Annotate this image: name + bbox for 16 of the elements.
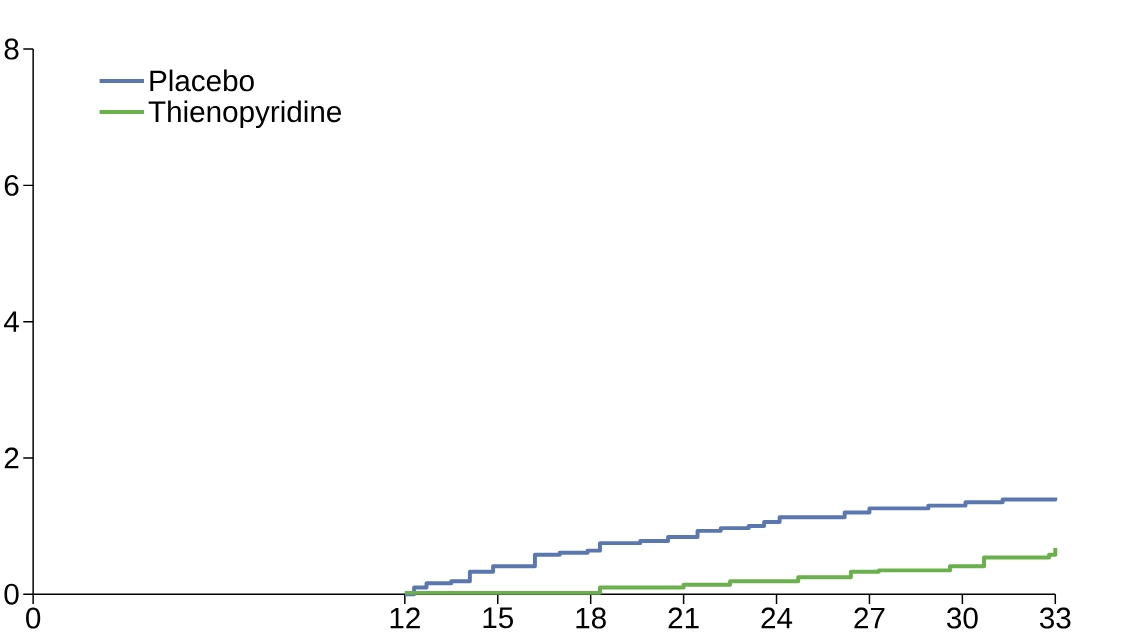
x-tick-label: 33 bbox=[1039, 607, 1071, 629]
x-tick-label: 24 bbox=[761, 607, 793, 629]
x-tick-label: 12 bbox=[390, 607, 420, 629]
x-tick-label: 21 bbox=[668, 607, 699, 629]
x-tick-label: 0 bbox=[26, 607, 41, 629]
x-tick-label: 30 bbox=[947, 607, 978, 629]
y-tick-label: 6 bbox=[4, 174, 19, 196]
y-tick-label: 4 bbox=[3, 311, 19, 332]
y-tick-label: 8 bbox=[4, 38, 19, 60]
y-tick-label: 2 bbox=[4, 447, 19, 469]
x-tick-label: 18 bbox=[576, 607, 606, 629]
legend-label: Placebo bbox=[150, 69, 254, 92]
x-tick-label: 15 bbox=[483, 607, 513, 629]
legend-label: Thienopyridine bbox=[148, 100, 341, 129]
x-tick-label: 27 bbox=[854, 607, 885, 629]
y-tick-label: 0 bbox=[4, 583, 19, 605]
